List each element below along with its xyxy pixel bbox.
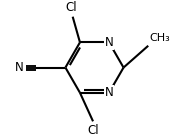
Text: N: N: [105, 36, 113, 49]
Text: N: N: [105, 86, 113, 99]
Text: CH₃: CH₃: [150, 33, 170, 43]
Text: Cl: Cl: [87, 124, 99, 137]
Text: N: N: [15, 61, 24, 74]
Text: Cl: Cl: [66, 1, 77, 14]
